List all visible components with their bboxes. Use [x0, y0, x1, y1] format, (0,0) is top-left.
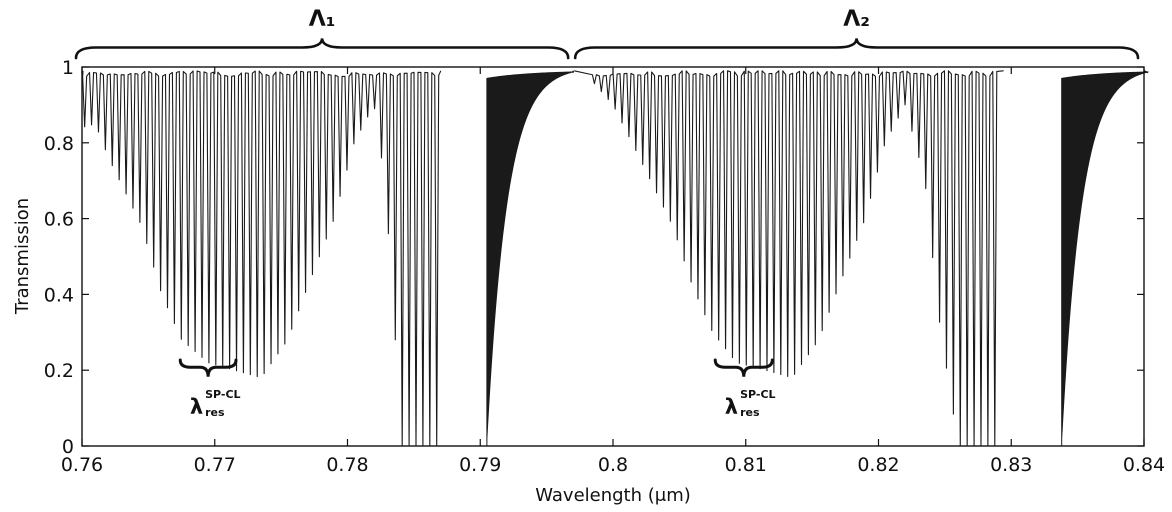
transmission-dips-2: [574, 71, 1003, 446]
x-tick-label: 0.78: [326, 454, 368, 476]
y-tick-label: 0.2: [44, 360, 74, 382]
x-tick-label: 0.8: [598, 454, 628, 476]
y-tick-label: 0.6: [44, 209, 74, 231]
x-axis: 0.76 0.77 0.78 0.79 0.8 0.81 0.82 0.83 0.84: [61, 67, 1165, 476]
transmission-band-2: [1062, 72, 1148, 446]
y-axis-title: Transmission: [12, 198, 33, 315]
resonance-superscript-1: SP-CL: [205, 388, 240, 401]
transmission-band-1: [487, 72, 573, 446]
resonance-lambda-2: λ: [725, 395, 738, 419]
period-brace-2: [575, 38, 1138, 58]
transmission-traces: [83, 71, 1148, 446]
x-tick-label: 0.84: [1123, 454, 1165, 476]
x-tick-label: 0.79: [459, 454, 501, 476]
period-brace-1: [76, 38, 568, 58]
transmission-dips-1: [83, 71, 441, 446]
resonance-lambda-1: λ: [190, 395, 203, 419]
y-tick-label: 1: [62, 57, 74, 79]
x-axis-title: Wavelength (μm): [535, 485, 691, 506]
resonance-subscript-1: res: [205, 406, 225, 419]
x-tick-label: 0.77: [194, 454, 236, 476]
resonance-brace-2: [715, 360, 772, 377]
resonance-superscript-2: SP-CL: [740, 388, 775, 401]
resonance-annotations: λSP-CLres λSP-CLres: [180, 360, 775, 419]
x-tick-label: 0.82: [857, 454, 899, 476]
x-tick-label: 0.81: [725, 454, 767, 476]
y-tick-label: 0.8: [44, 133, 74, 155]
x-tick-label: 0.83: [990, 454, 1032, 476]
resonance-subscript-2: res: [740, 406, 760, 419]
y-tick-label: 0.4: [44, 284, 74, 306]
period-label-1: Λ₁: [309, 7, 336, 32]
period-braces: Λ₁ Λ₂: [76, 7, 1138, 58]
resonance-brace-1: [180, 360, 236, 377]
y-tick-label: 0: [62, 436, 74, 458]
period-label-2: Λ₂: [843, 7, 870, 32]
